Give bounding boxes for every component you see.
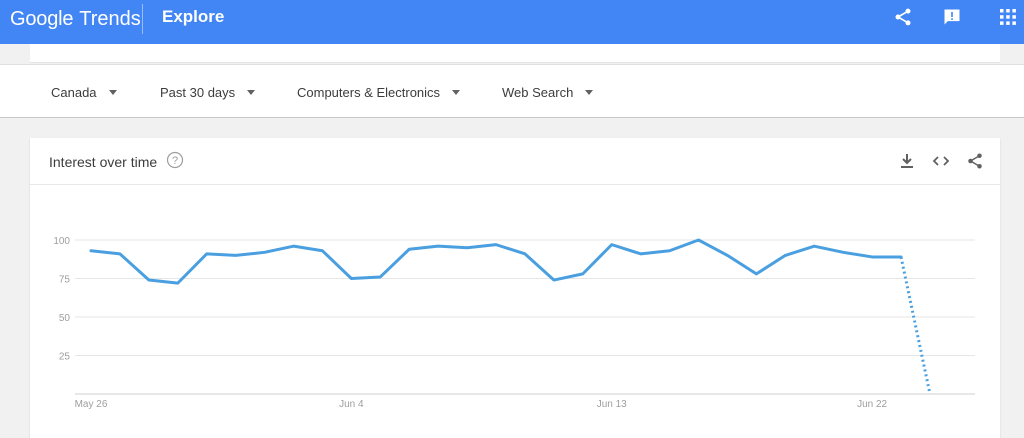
- interest-line-chart: 25 50 75 100 May 26 Jun 4 Jun 13 Jun 22: [53, 236, 975, 410]
- y-tick-label: 100: [53, 236, 70, 247]
- svg-text:?: ?: [172, 155, 178, 167]
- chevron-down-icon: [452, 89, 461, 95]
- y-tick-label: 50: [59, 313, 71, 324]
- help-icon[interactable]: ?: [166, 151, 184, 169]
- share-icon[interactable]: [966, 152, 984, 170]
- y-tick-label: 75: [59, 275, 71, 286]
- top-app-bar: Google Trends Explore: [0, 0, 1024, 44]
- x-tick-label: May 26: [75, 399, 108, 410]
- share-icon[interactable]: [892, 6, 914, 28]
- filter-region[interactable]: Canada: [51, 82, 117, 102]
- x-tick-label: Jun 4: [339, 399, 364, 410]
- chevron-down-icon: [585, 89, 594, 95]
- embed-icon[interactable]: [932, 152, 950, 170]
- x-tick-label: Jun 13: [597, 399, 627, 410]
- chevron-down-icon: [247, 89, 256, 95]
- chevron-down-icon: [108, 89, 117, 95]
- filter-category-label: Computers & Electronics: [297, 84, 441, 100]
- filter-search-type-label: Web Search: [502, 84, 574, 100]
- filter-bar: Canada Past 30 days Computers & Electron…: [0, 64, 1024, 118]
- filter-time-range[interactable]: Past 30 days: [160, 82, 256, 102]
- google-trends-logo[interactable]: Google Trends: [10, 6, 141, 32]
- logo-brand: Google: [10, 8, 74, 30]
- filter-time-range-label: Past 30 days: [160, 84, 236, 100]
- page-title: Explore: [162, 7, 225, 26]
- card-header: Interest over time ?: [30, 138, 1000, 185]
- header-divider: [142, 4, 143, 34]
- filter-search-type[interactable]: Web Search: [502, 82, 594, 102]
- feedback-icon[interactable]: [941, 6, 963, 28]
- filter-category[interactable]: Computers & Electronics: [297, 82, 461, 102]
- download-icon[interactable]: [898, 152, 916, 170]
- filter-region-label: Canada: [51, 84, 97, 100]
- apps-icon[interactable]: [997, 6, 1019, 28]
- logo-product: Trends: [79, 8, 141, 30]
- x-tick-label: Jun 22: [857, 399, 887, 410]
- series-line-partial: [899, 256, 932, 395]
- search-strip[interactable]: [30, 44, 1000, 63]
- series-line: [89, 238, 903, 285]
- interest-over-time-card: Interest over time ?: [30, 138, 1000, 438]
- card-title: Interest over time: [49, 154, 158, 170]
- y-tick-label: 25: [59, 352, 71, 363]
